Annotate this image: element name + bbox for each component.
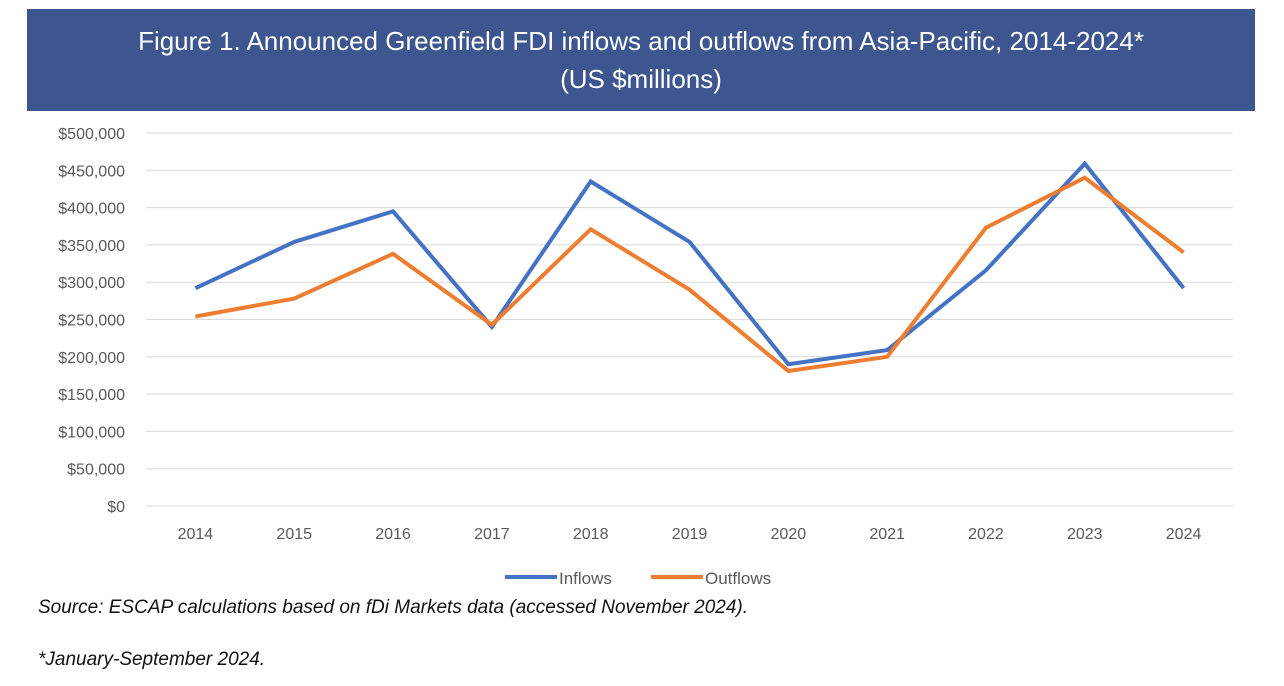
chart-title-banner: Figure 1. Announced Greenfield FDI inflo… — [27, 9, 1255, 111]
y-tick-label: $450,000 — [58, 163, 125, 180]
y-tick-label: $400,000 — [58, 201, 125, 218]
line-chart: $0 $50,000 $100,000 $150,000 $200,000 $250,00… — [58, 126, 1233, 588]
x-tick-label: 2017 — [474, 526, 510, 543]
y-tick-label: $0 — [107, 499, 125, 516]
x-tick-label: 2018 — [573, 526, 609, 543]
x-tick-label: 2019 — [672, 526, 708, 543]
legend-label-inflows: Inflows — [559, 569, 612, 588]
footnote: *January-September 2024. — [38, 649, 266, 670]
x-tick-label: 2016 — [375, 526, 411, 543]
x-tick-label: 2022 — [968, 526, 1004, 543]
x-tick-label: 2021 — [869, 526, 905, 543]
series-line-outflows — [195, 175, 1185, 374]
x-tick-label: 2023 — [1067, 526, 1103, 543]
y-tick-label: $50,000 — [67, 462, 125, 479]
x-tick-label: 2014 — [178, 526, 214, 543]
chart-subtitle: (US $millions) — [560, 64, 722, 94]
x-tick-label: 2020 — [771, 526, 807, 543]
y-tick-label: $250,000 — [58, 313, 125, 330]
chart-title: Figure 1. Announced Greenfield FDI inflo… — [138, 26, 1144, 56]
series-line-inflows — [194, 160, 1186, 367]
y-tick-label: $300,000 — [58, 275, 125, 292]
legend-label-outflows: Outflows — [705, 569, 771, 588]
y-tick-label: $100,000 — [58, 424, 125, 441]
y-tick-label: $350,000 — [58, 238, 125, 255]
y-tick-label: $500,000 — [58, 126, 125, 143]
x-tick-label: 2015 — [276, 526, 312, 543]
x-tick-label: 2024 — [1166, 526, 1202, 543]
y-tick-label: $150,000 — [58, 387, 125, 404]
y-tick-label: $200,000 — [58, 350, 125, 367]
source-note: Source: ESCAP calculations based on fDi … — [38, 597, 749, 618]
